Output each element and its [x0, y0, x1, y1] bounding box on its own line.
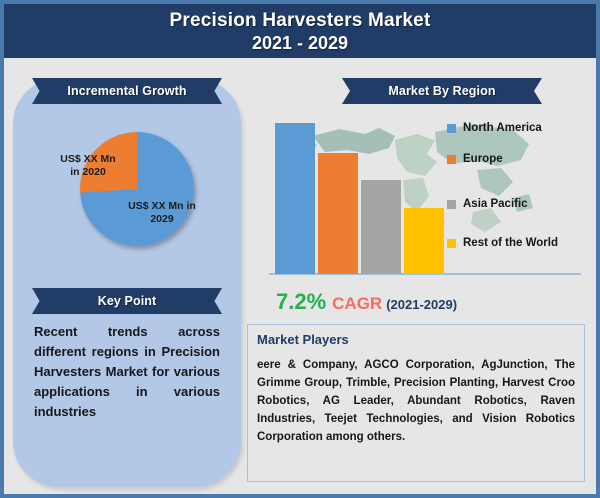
key-point-banner-label: Key Point [97, 294, 157, 308]
legend-label-north-america: North America [463, 122, 542, 134]
market-by-region-banner: Market By Region [342, 78, 542, 104]
incremental-growth-banner-label: Incremental Growth [67, 84, 187, 98]
legend-swatch-rest-of-the-world [447, 238, 456, 248]
incremental-growth-banner: Incremental Growth [32, 78, 222, 104]
incremental-growth-pie-chart [80, 132, 194, 246]
page-header: Precision Harvesters Market 2021 - 2029 [4, 4, 596, 58]
pie-label-base-line2: in 2020 [70, 166, 106, 178]
pie-label-forecast-year: US$ XX Mn in 2029 [114, 200, 210, 226]
key-point-text: Recent trends across different regions i… [34, 324, 220, 419]
bar-north-america [275, 123, 315, 274]
pie-slices [80, 132, 194, 246]
legend-label-rest-of-the-world: Rest of the World [463, 237, 558, 249]
market-by-region-banner-label: Market By Region [388, 84, 496, 98]
cagr-label: CAGR [332, 294, 383, 313]
bar-asia-pacific [361, 180, 401, 274]
page-period: 2021 - 2029 [251, 32, 349, 53]
chart-baseline [269, 273, 581, 275]
legend-item-europe: Europe [447, 153, 503, 165]
bar-europe [318, 153, 358, 274]
legend-swatch-north-america [447, 123, 456, 133]
legend-label-asia-pacific: Asia Pacific [463, 198, 528, 210]
legend-item-rest-of-the-world: Rest of the World [447, 237, 558, 249]
cagr-period: (2021-2029) [386, 297, 458, 312]
cagr-summary: 7.2% CAGR (2021-2029) [276, 289, 457, 315]
market-players-text: eere & Company, AGCO Corporation, AgJunc… [257, 359, 575, 443]
legend-item-asia-pacific: Asia Pacific [447, 198, 528, 210]
legend-label-europe: Europe [463, 153, 503, 165]
cagr-value: 7.2% [276, 289, 327, 314]
legend-item-north-america: North America [447, 122, 542, 134]
bar-rest-of-the-world [404, 208, 444, 274]
infographic-frame: Precision Harvesters Market 2021 - 2029 … [4, 4, 596, 494]
pie-label-forecast-line2: 2029 [150, 213, 174, 225]
page-title: Precision Harvesters Market [169, 9, 431, 31]
market-by-region-chart: North America Europe Asia Pacific Rest o… [247, 108, 592, 280]
pie-label-base-line1: US$ XX Mn [60, 153, 116, 165]
market-players-box: Market Players eere & Company, AGCO Corp… [247, 324, 585, 482]
market-players-title: Market Players [257, 332, 349, 347]
legend-swatch-asia-pacific [447, 199, 456, 209]
legend-swatch-europe [447, 154, 456, 164]
pie-label-base-year: US$ XX Mn in 2020 [48, 153, 128, 179]
pie-label-forecast-line1: US$ XX Mn in [128, 200, 196, 212]
key-point-banner: Key Point [32, 288, 222, 314]
